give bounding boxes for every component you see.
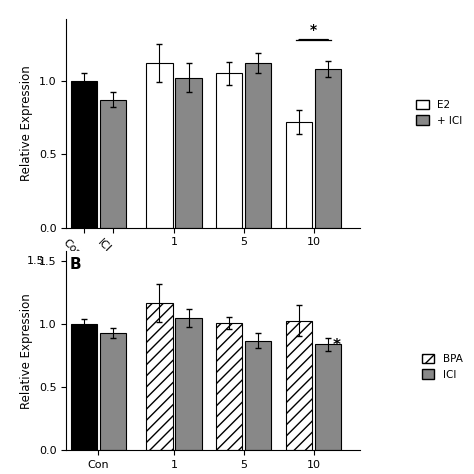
Bar [286,320,312,450]
Bar [246,63,272,228]
Y-axis label: Relative Expression: Relative Expression [20,293,34,409]
Bar [71,81,97,228]
Bar [175,318,201,450]
Y-axis label: Relative Expression: Relative Expression [20,65,34,181]
Bar [146,303,173,450]
Bar [146,63,173,228]
Text: 1.5: 1.5 [27,256,45,266]
Text: *: * [310,23,317,36]
Bar [175,78,201,228]
Bar [100,333,126,450]
Bar [216,73,242,228]
X-axis label: E2 (nM): E2 (nM) [191,265,236,278]
Bar [216,323,242,450]
Bar [286,122,312,228]
Legend: E2, + ICI: E2, + ICI [412,96,467,130]
Bar [315,345,341,450]
Text: *: * [333,338,341,353]
Bar [100,100,126,228]
Bar [71,324,97,450]
Text: B: B [69,257,81,272]
Legend: BPA, ICI: BPA, ICI [418,350,467,383]
Bar [315,69,341,228]
Bar [246,341,272,450]
